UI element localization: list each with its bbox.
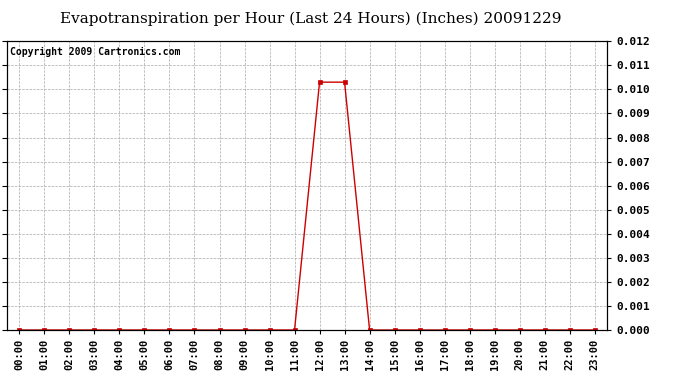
Text: Copyright 2009 Cartronics.com: Copyright 2009 Cartronics.com [10,47,180,57]
Text: Evapotranspiration per Hour (Last 24 Hours) (Inches) 20091229: Evapotranspiration per Hour (Last 24 Hou… [60,11,561,26]
